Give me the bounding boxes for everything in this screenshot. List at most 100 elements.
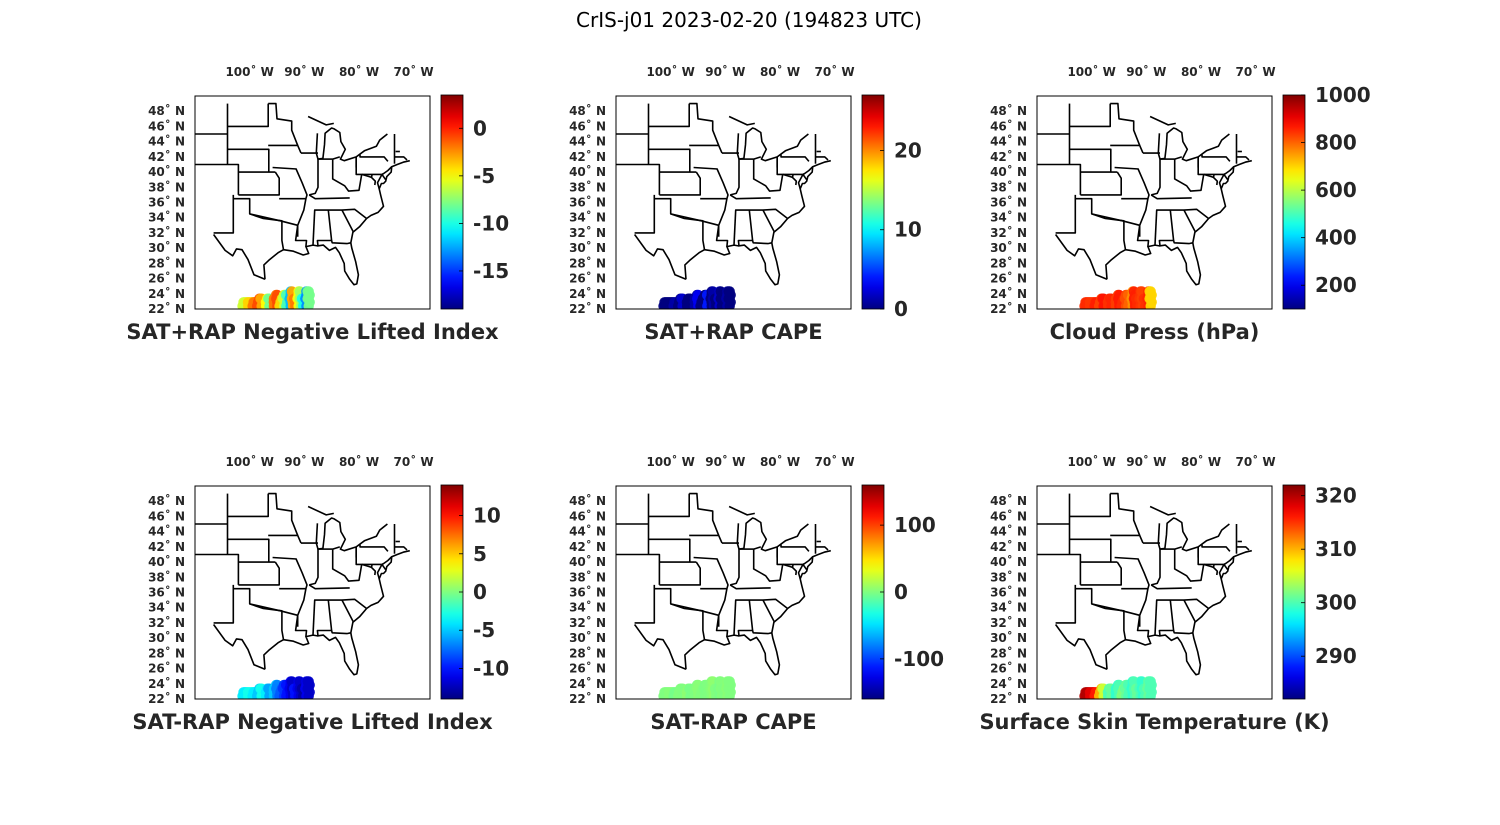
boundary-line	[1069, 493, 1111, 518]
boundary-line	[648, 103, 690, 128]
boundary-line	[1110, 144, 1144, 154]
swath-point	[724, 286, 735, 297]
boundary-line	[213, 588, 235, 624]
boundary-line	[701, 220, 729, 247]
latitude-label: 32˚ N	[990, 225, 1027, 240]
latitude-label: 44˚ N	[569, 134, 606, 149]
boundary-line	[797, 564, 804, 580]
boundary-line	[633, 234, 687, 281]
longitude-label: 70˚ W	[1236, 64, 1276, 79]
latitude-label: 42˚ N	[569, 149, 606, 164]
latitude-label: 34˚ N	[148, 600, 185, 615]
boundary-line	[730, 159, 740, 196]
boundary-line	[195, 163, 240, 195]
boundary-line	[1069, 538, 1112, 563]
latitude-label: 32˚ N	[990, 615, 1027, 630]
longitude-label: 80˚ W	[1181, 454, 1221, 469]
boundary-line	[802, 556, 814, 566]
boundary-line	[361, 173, 372, 179]
colorbar-tick-label: -10	[473, 211, 509, 235]
boundary-line	[268, 102, 299, 146]
latitude-label: 44˚ N	[148, 524, 185, 539]
boundary-line	[1218, 564, 1225, 580]
boundary-line	[1223, 173, 1229, 181]
boundary-line	[312, 600, 316, 636]
boundary-line	[659, 561, 701, 586]
boundary-line	[816, 156, 829, 161]
longitude-label: 100˚ W	[646, 454, 694, 469]
boundary-line	[1055, 198, 1077, 234]
latitude-label: 32˚ N	[569, 225, 606, 240]
boundary-line	[689, 534, 723, 544]
boundary-line	[1174, 156, 1183, 160]
latitude-label: 22˚ N	[148, 691, 185, 706]
boundary-line	[1055, 588, 1077, 624]
boundary-line	[212, 234, 266, 281]
boundary-line	[341, 209, 355, 233]
latitude-label: 30˚ N	[148, 630, 185, 645]
latitude-label: 34˚ N	[148, 210, 185, 225]
latitude-label: 46˚ N	[990, 118, 1027, 133]
longitude-label: 100˚ W	[225, 454, 273, 469]
boundary-line	[1203, 563, 1214, 569]
boundary-line	[232, 584, 281, 612]
latitude-label: 24˚ N	[990, 676, 1027, 691]
boundary-line	[737, 210, 754, 246]
boundary-line	[1154, 600, 1158, 636]
boundary-line	[316, 210, 333, 246]
boundary-line	[272, 556, 297, 560]
boundary-line	[1137, 168, 1150, 237]
latitude-label: 36˚ N	[569, 195, 606, 210]
latitude-label: 34˚ N	[569, 210, 606, 225]
boundary-line	[689, 144, 723, 154]
boundary-line	[1151, 159, 1161, 196]
map-frame	[194, 95, 431, 310]
latitude-label: 46˚ N	[569, 118, 606, 133]
boundary-line	[1237, 546, 1250, 551]
swath-point	[1145, 676, 1156, 687]
latitude-label: 28˚ N	[569, 255, 606, 270]
latitude-label: 22˚ N	[148, 301, 185, 316]
swath-point	[724, 676, 735, 687]
boundary-line	[736, 517, 809, 552]
boundary-line	[1037, 553, 1082, 585]
latitude-label: 30˚ N	[569, 630, 606, 645]
boundary-line	[733, 600, 737, 636]
longitude-label: 100˚ W	[225, 64, 273, 79]
boundary-line	[315, 127, 388, 162]
boundary-line	[1150, 194, 1192, 200]
state-boundaries	[616, 102, 831, 286]
boundary-line	[1223, 166, 1235, 176]
latitude-label: 24˚ N	[148, 286, 185, 301]
colorbar-tick-label: 200	[1315, 273, 1357, 297]
longitude-label: 80˚ W	[339, 64, 379, 79]
boundary-line	[376, 564, 383, 580]
boundary-line	[802, 166, 814, 176]
map-panel: 100˚ W 90˚ W 80˚ W 70˚ W 48˚ N46˚ N44˚ N42˚ …	[132, 454, 509, 734]
longitude-label: 80˚ W	[339, 454, 379, 469]
latitude-label: 28˚ N	[990, 645, 1027, 660]
longitude-label: 90˚ W	[284, 454, 324, 469]
boundary-line	[195, 553, 240, 585]
boundary-line	[648, 493, 690, 518]
latitude-label: 40˚ N	[990, 164, 1027, 179]
panel-title: SAT+RAP Negative Lifted Index	[126, 320, 499, 344]
map-frame	[194, 485, 431, 700]
state-boundaries	[1037, 492, 1252, 676]
boundary-line	[280, 610, 308, 637]
boundary-line	[1037, 163, 1082, 195]
panel-title: Surface Skin Temperature (K)	[979, 710, 1329, 734]
latitude-label: 36˚ N	[569, 585, 606, 600]
boundary-line	[729, 584, 771, 590]
boundary-line	[307, 115, 334, 126]
boundary-line	[670, 213, 706, 250]
boundary-line	[1114, 556, 1139, 560]
latitude-label: 26˚ N	[148, 661, 185, 676]
boundary-line	[361, 563, 372, 569]
longitude-label: 90˚ W	[1126, 454, 1166, 469]
boundary-line	[332, 546, 341, 550]
boundary-line	[802, 563, 808, 571]
colorbar-tick-label: -15	[473, 259, 509, 283]
panels: 100˚ W 90˚ W 80˚ W 70˚ W48˚ N46˚ N44˚ N42˚ …	[126, 64, 1370, 734]
colorbar-tick-label: 0	[473, 116, 487, 140]
